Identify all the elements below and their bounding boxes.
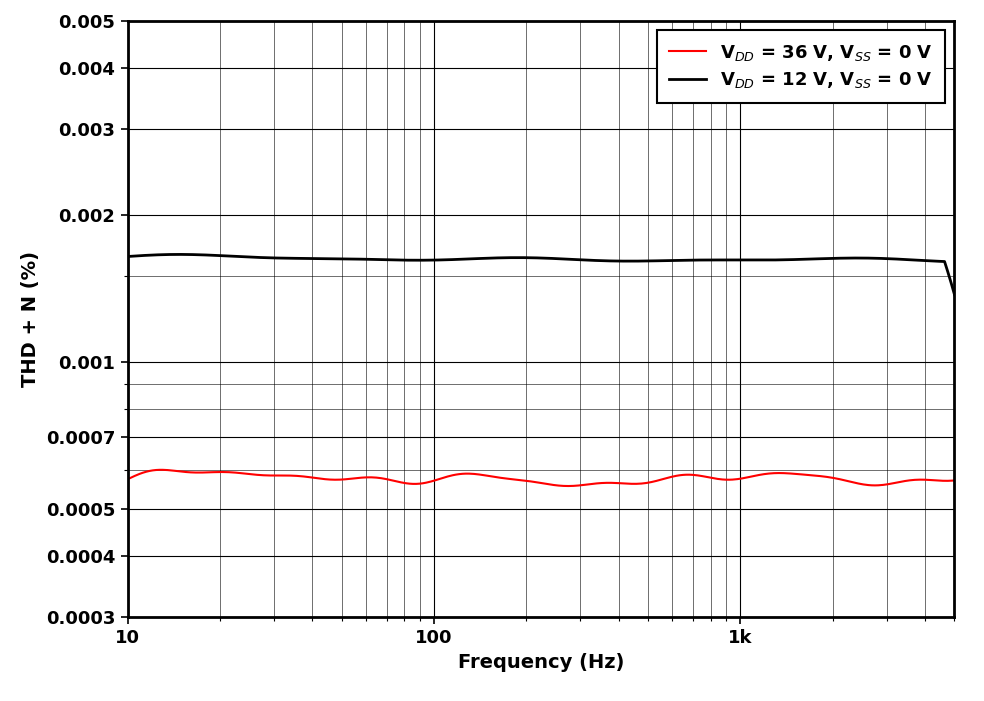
- Y-axis label: THD + N (%): THD + N (%): [22, 251, 40, 387]
- V$_{DD}$ = 12 V, V$_{SS}$ = 0 V: [517, 254, 528, 262]
- V$_{DD}$ = 12 V, V$_{SS}$ = 0 V: [930, 257, 942, 266]
- V$_{DD}$ = 36 V, V$_{SS}$ = 0 V: [517, 476, 528, 484]
- V$_{DD}$ = 36 V, V$_{SS}$ = 0 V: [155, 465, 167, 474]
- V$_{DD}$ = 36 V, V$_{SS}$ = 0 V: [573, 482, 584, 490]
- V$_{DD}$ = 12 V, V$_{SS}$ = 0 V: [616, 257, 628, 265]
- V$_{DD}$ = 36 V, V$_{SS}$ = 0 V: [122, 475, 134, 483]
- V$_{DD}$ = 36 V, V$_{SS}$ = 0 V: [949, 476, 960, 484]
- V$_{DD}$ = 12 V, V$_{SS}$ = 0 V: [122, 252, 134, 261]
- V$_{DD}$ = 12 V, V$_{SS}$ = 0 V: [571, 255, 583, 264]
- V$_{DD}$ = 36 V, V$_{SS}$ = 0 V: [522, 477, 533, 485]
- X-axis label: Frequency (Hz): Frequency (Hz): [458, 653, 625, 672]
- V$_{DD}$ = 36 V, V$_{SS}$ = 0 V: [617, 479, 629, 488]
- V$_{DD}$ = 12 V, V$_{SS}$ = 0 V: [173, 250, 185, 259]
- V$_{DD}$ = 12 V, V$_{SS}$ = 0 V: [949, 290, 960, 299]
- V$_{DD}$ = 36 V, V$_{SS}$ = 0 V: [932, 477, 944, 485]
- V$_{DD}$ = 36 V, V$_{SS}$ = 0 V: [563, 482, 575, 490]
- Legend: V$_{DD}$ = 36 V, V$_{SS}$ = 0 V, V$_{DD}$ = 12 V, V$_{SS}$ = 0 V: V$_{DD}$ = 36 V, V$_{SS}$ = 0 V, V$_{DD}…: [656, 30, 946, 102]
- V$_{DD}$ = 36 V, V$_{SS}$ = 0 V: [803, 471, 815, 479]
- Line: V$_{DD}$ = 36 V, V$_{SS}$ = 0 V: V$_{DD}$ = 36 V, V$_{SS}$ = 0 V: [128, 470, 954, 486]
- V$_{DD}$ = 12 V, V$_{SS}$ = 0 V: [801, 255, 813, 264]
- Line: V$_{DD}$ = 12 V, V$_{SS}$ = 0 V: V$_{DD}$ = 12 V, V$_{SS}$ = 0 V: [128, 254, 954, 294]
- V$_{DD}$ = 12 V, V$_{SS}$ = 0 V: [522, 254, 533, 262]
